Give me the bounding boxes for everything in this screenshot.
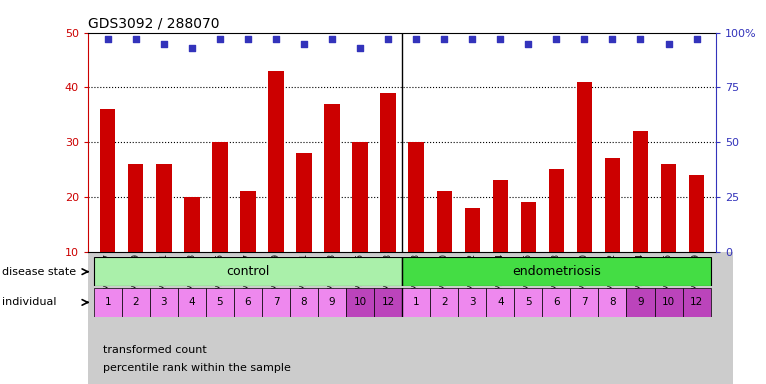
Bar [156,164,172,252]
Point [634,36,647,42]
Point [158,41,170,47]
Bar [381,93,396,252]
Bar [464,208,480,252]
Bar [374,288,402,317]
Bar [178,288,206,317]
Point [663,41,675,47]
Point [690,36,702,42]
Text: 2: 2 [133,297,139,308]
Bar [128,164,143,252]
Text: 1: 1 [413,297,420,308]
Text: 4: 4 [497,297,503,308]
Bar [262,288,290,317]
Bar [493,180,508,252]
Bar [122,288,150,317]
Text: 12: 12 [381,297,394,308]
Bar [290,288,318,317]
Bar [324,104,340,252]
Bar [654,288,683,317]
Text: percentile rank within the sample: percentile rank within the sample [103,363,291,373]
Bar [206,288,234,317]
Point [410,36,422,42]
Bar [633,131,648,252]
Point [129,36,142,42]
Bar [268,71,283,252]
Text: 9: 9 [329,297,336,308]
Point [242,36,254,42]
Point [102,36,114,42]
Bar [486,288,514,317]
Text: individual: individual [2,297,56,308]
Point [578,36,591,42]
Text: 2: 2 [441,297,447,308]
Bar [402,288,430,317]
Bar [296,153,312,252]
Bar [627,288,654,317]
Point [494,36,506,42]
Text: 1: 1 [104,297,111,308]
Text: 6: 6 [244,297,251,308]
Bar [661,164,676,252]
Bar [458,288,486,317]
Bar [430,288,458,317]
Text: control: control [226,265,270,278]
Bar [150,288,178,317]
Bar [184,197,200,252]
Bar [604,159,620,252]
Text: 3: 3 [469,297,476,308]
Text: 3: 3 [161,297,167,308]
Point [466,36,479,42]
Point [607,36,619,42]
Text: 8: 8 [301,297,307,308]
Point [382,36,394,42]
Point [270,36,282,42]
Text: 6: 6 [553,297,560,308]
Text: 10: 10 [662,297,675,308]
Bar [542,288,571,317]
Text: transformed count: transformed count [103,345,207,355]
Bar [352,142,368,252]
Bar [437,191,452,252]
Text: 8: 8 [609,297,616,308]
Bar [689,175,704,252]
Bar [521,202,536,252]
Point [522,41,535,47]
Bar [571,288,598,317]
Bar [100,109,116,252]
Bar [346,288,374,317]
Point [438,36,450,42]
Bar [318,288,346,317]
Text: 10: 10 [354,297,367,308]
Bar [408,142,424,252]
Bar [598,288,627,317]
Text: 12: 12 [690,297,703,308]
Point [298,41,310,47]
Text: 5: 5 [217,297,223,308]
Text: 7: 7 [581,297,588,308]
Point [214,36,226,42]
Bar [93,257,402,286]
Bar [241,191,256,252]
Text: 9: 9 [637,297,643,308]
Point [550,36,562,42]
Bar [548,169,564,252]
Bar [93,288,122,317]
Bar [402,257,711,286]
Text: GDS3092 / 288070: GDS3092 / 288070 [88,17,220,31]
Bar [234,288,262,317]
Bar [577,82,592,252]
Point [354,45,366,51]
Text: 5: 5 [525,297,532,308]
Text: disease state: disease state [2,266,76,277]
Bar [683,288,711,317]
Text: 4: 4 [188,297,195,308]
Text: endometriosis: endometriosis [512,265,601,278]
Text: 7: 7 [273,297,280,308]
Point [185,45,198,51]
Point [326,36,338,42]
Bar [514,288,542,317]
Bar [212,142,228,252]
